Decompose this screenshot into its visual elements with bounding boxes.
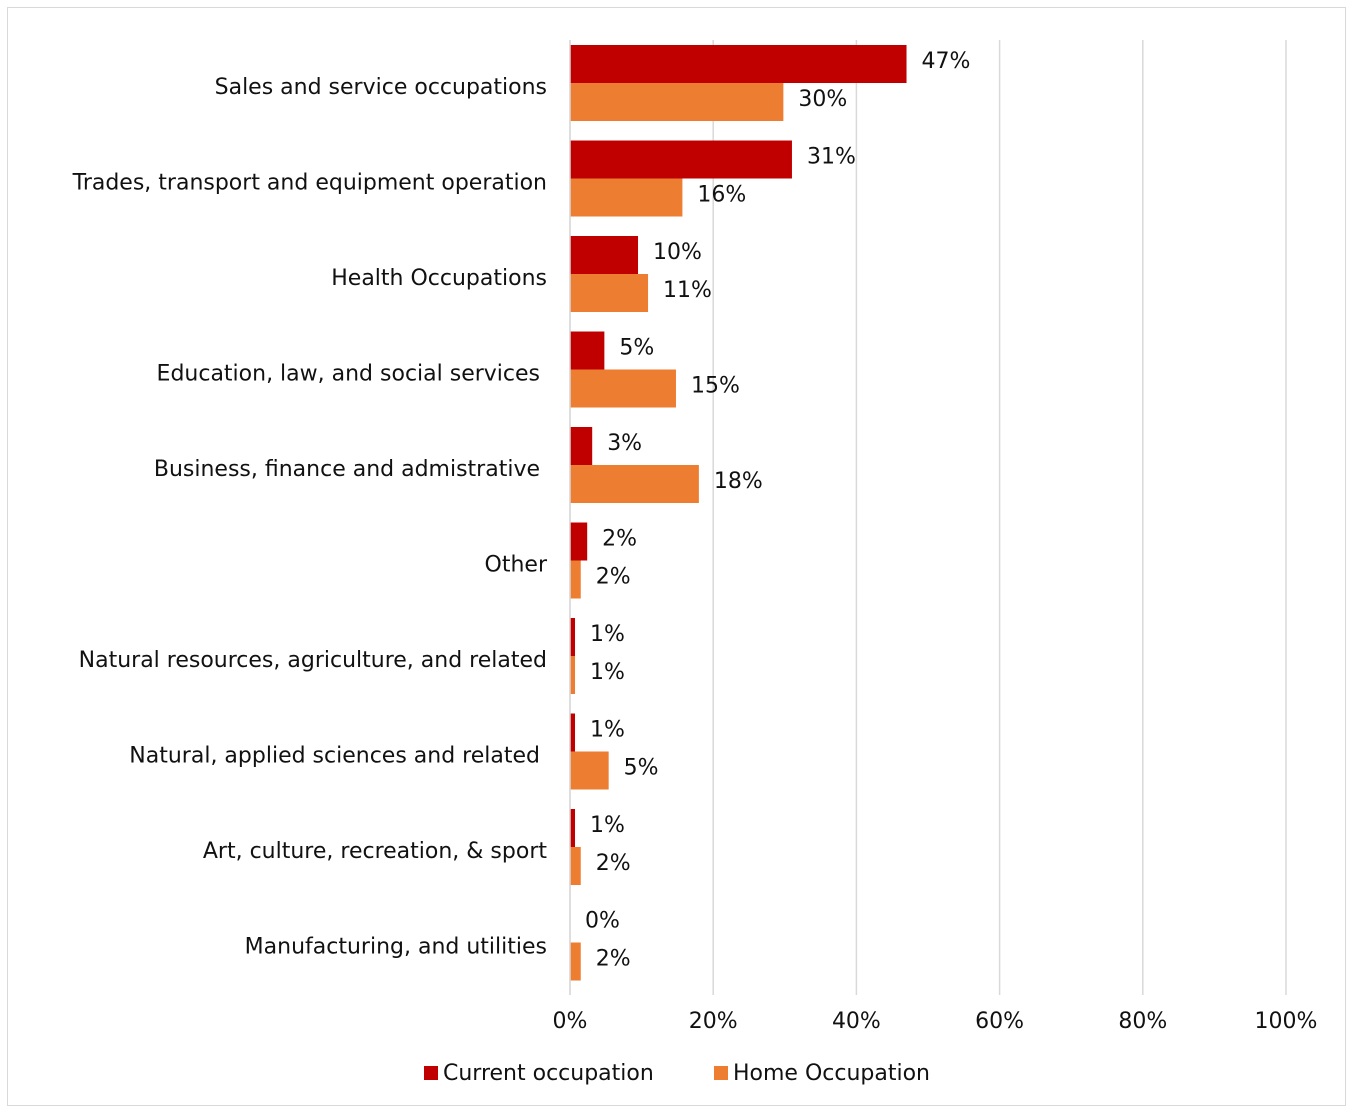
bar [570,274,649,312]
y-tick-label: Trades, transport and equipment operatio… [72,170,547,195]
bar [570,427,593,465]
data-label: 30% [798,87,847,112]
y-tick-label: Natural resources, agriculture, and rela… [79,648,547,673]
x-tick-label: 40% [832,1009,881,1034]
legend-label: Home Occupation [733,1061,930,1086]
x-tick-label: 0% [553,1009,588,1034]
data-label: 16% [697,183,746,208]
bar [570,83,784,121]
bar [570,618,576,656]
data-label: 3% [607,431,642,456]
bar [570,178,683,217]
data-label: 10% [653,240,702,265]
x-tick-label: 100% [1255,1009,1318,1034]
bar [570,140,792,179]
data-label: 2% [602,527,637,552]
bar [570,656,576,694]
bar [570,847,581,885]
data-label: 5% [624,756,659,781]
data-label: 0% [585,909,620,934]
data-label: 5% [619,336,654,361]
bar [570,560,581,599]
y-tick-label: Other [485,552,548,577]
bar [570,331,605,370]
y-tick-label: Natural, applied sciences and related [129,743,547,768]
y-tick-label: Sales and service occupations [215,75,547,100]
data-label: 1% [590,622,625,647]
bar [570,236,639,274]
data-label: 47% [922,49,971,74]
data-label: 2% [596,565,631,590]
bar [570,45,907,83]
bar [570,465,699,503]
bar [570,522,588,561]
bar [570,942,581,981]
bar [570,713,576,752]
legend-swatch [714,1066,728,1080]
data-label: 1% [590,718,625,743]
legend-swatch [424,1066,438,1080]
y-tick-label: Manufacturing, and utilities [245,934,547,959]
bar [570,369,676,408]
data-label: 31% [807,145,856,170]
legend-label: Current occupation [443,1061,654,1086]
x-tick-label: 20% [689,1009,738,1034]
data-label: 2% [596,851,631,876]
bar [570,751,609,790]
data-label: 15% [691,374,740,399]
bar [570,809,576,847]
data-label: 2% [596,947,631,972]
data-label: 1% [590,813,625,838]
data-label: 11% [663,278,712,303]
y-tick-label: Health Occupations [331,266,547,291]
y-tick-label: Education, law, and social services [157,361,547,386]
y-tick-label: Art, culture, recreation, & sport [203,839,547,864]
data-label: 1% [590,660,625,685]
data-label: 18% [714,469,763,494]
y-tick-label: Business, finance and admistrative [154,457,547,482]
x-tick-label: 60% [975,1009,1024,1034]
x-tick-label: 80% [1118,1009,1167,1034]
